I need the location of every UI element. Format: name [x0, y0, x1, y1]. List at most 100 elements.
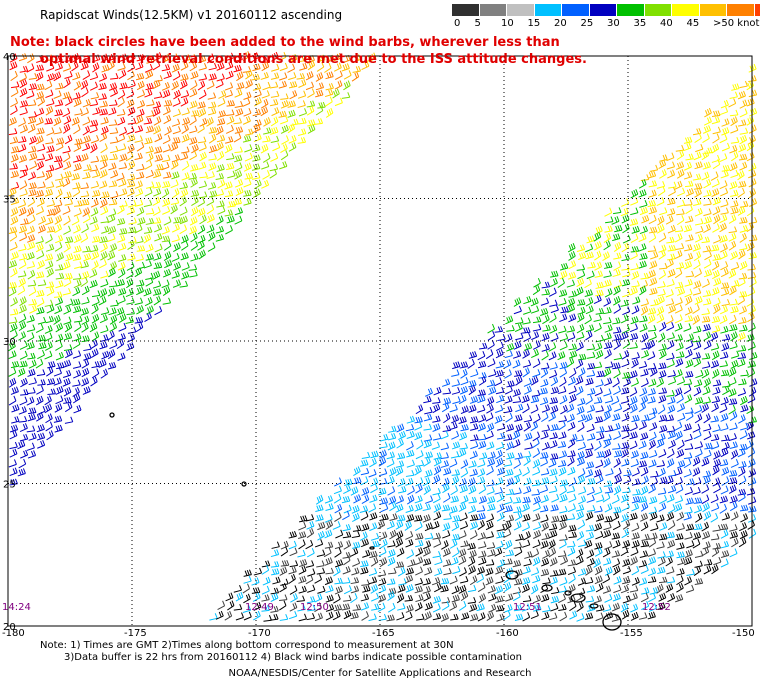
wind-barb-feather — [22, 285, 26, 291]
wind-barb-feather — [250, 128, 254, 134]
wind-barb — [80, 195, 89, 198]
wind-barb-feather — [717, 304, 721, 310]
wind-barb — [170, 58, 179, 63]
wind-barb-feather — [752, 198, 755, 205]
wind-barb — [711, 400, 720, 404]
wind-barb — [666, 363, 675, 368]
wind-barb-feather — [160, 154, 163, 160]
wind-barb-feather — [244, 164, 248, 170]
wind-barb-feather — [142, 53, 146, 60]
wind-barb-feather — [597, 343, 601, 349]
wind-barb — [647, 250, 656, 253]
wind-barb-feather — [196, 110, 200, 116]
wind-barb — [460, 381, 469, 386]
wind-barb — [297, 141, 306, 144]
wind-barb-feather — [633, 190, 637, 196]
wind-barb — [494, 330, 503, 333]
wind-barb-feather — [37, 128, 41, 134]
wind-barb-feather — [693, 317, 697, 323]
wind-barb — [738, 185, 747, 188]
wind-barb-feather — [38, 190, 42, 196]
wind-barb-feather — [139, 135, 143, 141]
wind-barb — [567, 337, 576, 341]
wind-barb — [468, 355, 477, 359]
wind-barb — [217, 210, 226, 215]
wind-barb-feather — [151, 208, 155, 214]
wind-barb — [549, 329, 558, 334]
wind-barb — [712, 258, 721, 261]
wind-barb-feather — [560, 352, 564, 358]
wind-barb — [144, 317, 152, 322]
wind-barb — [90, 185, 99, 189]
wind-barb-feather — [469, 380, 473, 387]
wind-barb-feather — [320, 118, 324, 124]
wind-barb-feather — [120, 117, 124, 123]
wind-barb-feather — [69, 348, 73, 355]
wind-barb-feather — [586, 252, 590, 259]
wind-barb — [631, 310, 640, 315]
wind-barb-feather — [168, 297, 172, 304]
wind-barb — [712, 201, 721, 206]
wind-barb-feather — [267, 153, 271, 159]
wind-barb — [73, 212, 82, 217]
wind-barb-feather — [673, 181, 677, 188]
wind-barb-feather — [94, 339, 98, 345]
wind-barb — [197, 239, 206, 244]
wind-barb-feather — [553, 313, 557, 319]
wind-barb-feather — [668, 270, 672, 276]
wind-barb-feather — [255, 52, 259, 58]
wind-barb-feather — [253, 155, 257, 161]
wind-barb-feather — [105, 108, 109, 114]
wind-barb-feather — [176, 217, 180, 223]
wind-barb-feather — [489, 397, 493, 403]
wind-barb-feather — [147, 227, 151, 233]
wind-barb-feather — [147, 307, 150, 313]
wind-barb-feather — [364, 61, 368, 68]
wind-barb-feather — [149, 160, 153, 166]
wind-barb-feather — [86, 270, 90, 277]
wind-barb-feather — [437, 397, 441, 403]
wind-barb — [693, 330, 702, 334]
wind-barb-feather — [580, 385, 584, 392]
wind-barb-feather — [88, 135, 91, 141]
wind-barb — [170, 202, 179, 205]
wind-barb-feather — [236, 109, 240, 116]
wind-barb-feather — [213, 107, 217, 114]
wind-barb-feather — [11, 351, 15, 357]
wind-barb-feather — [736, 262, 740, 268]
wind-barb-feather — [730, 324, 734, 331]
wind-barb-feather — [177, 89, 181, 96]
wind-barb — [703, 183, 711, 189]
wind-barb — [163, 104, 172, 107]
wind-barb-feather — [705, 316, 709, 322]
wind-barb-feather — [553, 270, 557, 277]
wind-barb-feather — [457, 396, 461, 402]
wind-barb-feather — [644, 199, 648, 206]
wind-barb-feather — [358, 65, 361, 72]
wind-barb-feather — [106, 225, 110, 232]
wind-barb-feather — [229, 225, 233, 231]
wind-barb-feather — [545, 307, 549, 314]
wind-barb-feather — [168, 114, 172, 121]
wind-barb-feather — [301, 118, 305, 124]
wind-barb — [179, 201, 187, 207]
wind-barb-feather — [581, 331, 585, 338]
wind-barb-feather — [194, 264, 198, 270]
wind-barb-feather — [664, 387, 668, 393]
wind-barb-feather — [255, 125, 259, 131]
wind-barb — [667, 174, 675, 179]
wind-barb-feather — [103, 369, 107, 376]
wind-barb — [739, 310, 747, 315]
wind-barb — [107, 238, 116, 242]
wind-barb-feather — [745, 225, 749, 231]
wind-barb-feather — [34, 73, 38, 79]
wind-barb — [623, 382, 631, 387]
wind-barb-feather — [544, 289, 548, 295]
wind-barb-feather — [131, 98, 135, 105]
wind-barb-feather — [733, 98, 737, 104]
wind-barb-feather — [78, 163, 82, 169]
wind-barb-feather — [24, 180, 28, 186]
wind-barb-feather — [571, 357, 575, 363]
wind-barb-feather — [511, 325, 515, 331]
wind-barb-feather — [714, 189, 718, 195]
